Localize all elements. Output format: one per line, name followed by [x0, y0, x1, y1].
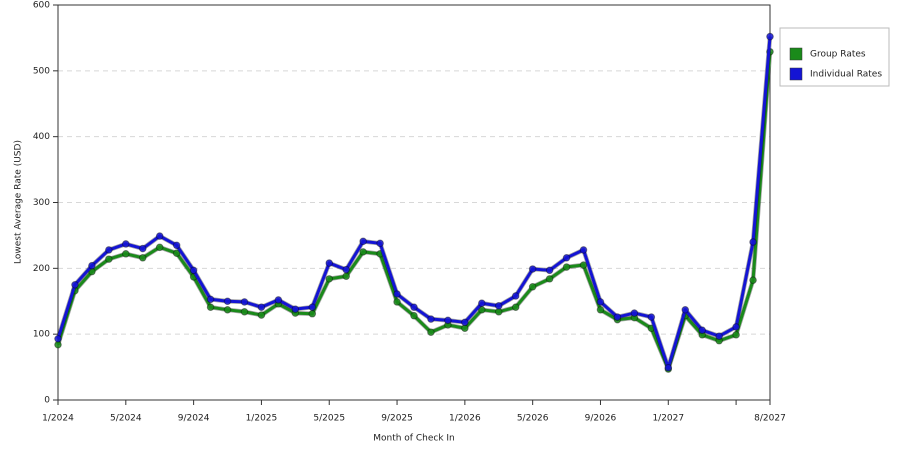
- x-tick-label: 9/2025: [381, 414, 413, 424]
- point: [138, 244, 147, 253]
- x-tick-label: 5/2024: [110, 414, 142, 424]
- point: [427, 315, 435, 323]
- x-tick-label: 1/2024: [42, 414, 74, 424]
- point: [257, 303, 266, 311]
- point: [206, 295, 215, 304]
- y-tick-label: 500: [33, 66, 50, 76]
- point: [410, 311, 418, 320]
- point: [88, 261, 96, 270]
- point: [528, 265, 537, 273]
- point: [630, 309, 639, 317]
- plot-frame: [57, 4, 771, 401]
- point: [105, 255, 113, 263]
- x-axis-label: Month of Check In: [373, 434, 455, 444]
- point: [393, 298, 401, 306]
- point: [291, 305, 300, 313]
- x-tick-label: 1/2027: [652, 414, 684, 424]
- point: [664, 363, 673, 372]
- point: [359, 248, 367, 256]
- x-tick-label: 9/2026: [585, 414, 617, 424]
- x-tick-label: 5/2025: [313, 414, 345, 424]
- point: [240, 298, 249, 306]
- point: [105, 246, 113, 254]
- point: [274, 296, 283, 304]
- x-tick-label: 1/2026: [449, 414, 481, 424]
- point: [647, 313, 656, 321]
- point: [545, 275, 554, 283]
- y-tick-label: 200: [33, 264, 50, 274]
- point: [511, 292, 520, 300]
- point: [308, 303, 317, 311]
- x-tick-label: 1/2025: [246, 414, 278, 424]
- y-tick-label: 400: [33, 132, 50, 142]
- y-tick-label: 600: [33, 1, 50, 11]
- point: [172, 241, 181, 250]
- point: [478, 299, 486, 308]
- x-tick-label: 8/2027: [754, 414, 786, 424]
- point: [342, 265, 350, 274]
- point: [410, 303, 418, 311]
- y-tick-label: 300: [33, 198, 50, 208]
- point: [71, 280, 79, 289]
- point: [223, 306, 232, 314]
- y-tick-label: 0: [44, 396, 50, 406]
- point: [715, 332, 723, 340]
- point: [579, 246, 588, 254]
- legend-label: Individual Rates: [810, 70, 882, 80]
- point: [545, 266, 554, 275]
- x-tick-label: 5/2026: [517, 414, 549, 424]
- point: [138, 253, 147, 262]
- point: [511, 303, 520, 311]
- point: [766, 32, 774, 41]
- legend-swatch: [789, 47, 803, 61]
- point: [681, 306, 690, 314]
- point: [359, 237, 367, 246]
- point: [308, 309, 317, 318]
- point: [427, 328, 435, 336]
- y-axis-label: Lowest Average Rate (USD): [14, 140, 24, 264]
- series-line: [56, 51, 772, 371]
- point: [223, 297, 232, 306]
- point: [596, 306, 605, 314]
- point: [732, 323, 740, 331]
- point: [732, 331, 740, 339]
- point: [325, 275, 334, 283]
- point: [189, 266, 198, 275]
- point: [206, 303, 215, 311]
- point: [698, 326, 706, 335]
- point: [122, 250, 130, 258]
- point: [749, 238, 757, 246]
- point: [562, 263, 571, 271]
- point: [325, 259, 334, 267]
- point: [240, 307, 249, 316]
- point: [613, 313, 622, 321]
- legend-label: Group Rates: [810, 50, 866, 60]
- x-tick-label: 9/2024: [178, 414, 210, 424]
- point: [376, 239, 384, 248]
- point: [579, 261, 588, 269]
- point: [494, 302, 503, 310]
- point: [54, 334, 62, 343]
- point: [528, 282, 537, 291]
- point: [155, 232, 164, 240]
- legend-swatch: [789, 67, 803, 81]
- point: [172, 249, 181, 257]
- point: [257, 311, 266, 319]
- series-line-outline: [55, 51, 773, 372]
- y-tick-label: 100: [33, 330, 50, 340]
- point: [122, 240, 130, 248]
- point: [393, 290, 401, 298]
- point: [444, 316, 452, 325]
- point: [155, 243, 164, 252]
- point: [562, 253, 571, 262]
- point: [749, 276, 757, 284]
- point: [461, 318, 469, 327]
- point: [596, 298, 605, 306]
- point: [342, 272, 350, 281]
